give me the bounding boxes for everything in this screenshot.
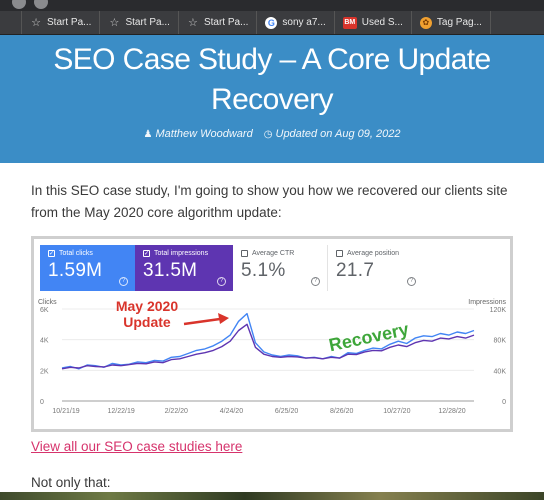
right-tick-label: 0	[502, 399, 506, 406]
user-icon: ♟	[143, 129, 153, 140]
bookmark-start-page-1[interactable]: ☆ Start Pa...	[22, 11, 101, 34]
intro-paragraph: In this SEO case study, I'm going to sho…	[31, 183, 508, 220]
forward-icon[interactable]	[34, 0, 48, 9]
metric-card-position: Average position 21.7 ?	[328, 245, 423, 291]
star-icon: ☆	[31, 16, 41, 29]
annotation-label: May 2020	[116, 298, 178, 314]
metric-label: Average position	[347, 250, 400, 257]
page-title: SEO Case Study – A Core Update Recovery	[53, 43, 491, 116]
metric-card-clicks: ✓ Total clicks 1.59M ?	[40, 245, 135, 291]
performance-plot: Clicks Impressions 6K 120K 4K 80K 2K 40K 0 0 10/…	[34, 297, 510, 429]
metric-card-ctr: Average CTR 5.1% ?	[233, 245, 328, 291]
metric-card-impressions: ✓ Total impressions 31.5M ?	[135, 245, 233, 291]
star-icon: ☆	[109, 16, 120, 29]
bookmark-used[interactable]: BM Used S...	[335, 11, 412, 34]
post-meta: ♟ Matthew Woodward ◷ Updated on Aug 09, 20…	[0, 128, 544, 140]
bookmark-label: Start Pa...	[203, 17, 249, 28]
metric-label: Average CTR	[252, 250, 295, 257]
bookmark-label: Start Pa...	[125, 17, 170, 28]
browser-toolbar	[0, 0, 544, 11]
checkbox-icon: ✓	[143, 250, 150, 257]
right-tick-label: 120K	[490, 307, 507, 314]
x-tick-label: 6/25/20	[275, 408, 298, 415]
checkbox-icon: ✓	[48, 250, 55, 257]
x-tick-label: 12/28/20	[438, 408, 465, 415]
hero-banner: SEO Case Study – A Core Update Recovery …	[0, 35, 544, 163]
right-tick-label: 80K	[494, 338, 507, 345]
metric-value: 21.7	[336, 260, 375, 281]
x-tick-label: 4/24/20	[220, 408, 243, 415]
bookmark-partial[interactable]	[0, 11, 22, 34]
updated-date: Updated on Aug 09, 2022	[275, 128, 401, 140]
metric-label: Total impressions	[154, 250, 209, 257]
left-tick-label: 2K	[40, 368, 49, 375]
clock-icon: ◷	[263, 129, 273, 140]
bookmark-label: Used S...	[361, 17, 403, 28]
help-icon: ?	[311, 277, 320, 286]
left-tick-label: 0	[40, 399, 44, 406]
back-icon[interactable]	[12, 0, 26, 9]
bm-logo-icon: BM	[342, 16, 357, 29]
metric-value: 1.59M	[48, 260, 103, 281]
bookmarks-bar: ☆ Start Pa... ☆ Start Pa... ☆ Start Pa... G…	[0, 11, 544, 35]
x-tick-label: 10/27/20	[383, 408, 410, 415]
note-paragraph: Not only that:	[31, 475, 111, 490]
photo-strip	[0, 492, 544, 500]
metric-label: Total clicks	[59, 250, 93, 257]
left-tick-label: 4K	[40, 338, 49, 345]
annotation-arrow-shaft	[183, 317, 221, 326]
checkbox-icon	[336, 250, 343, 257]
chart-svg: 6K 120K 4K 80K 2K 40K 0 0 10/21/19 12/22/19 2/22/2…	[40, 298, 507, 415]
metric-cards: ✓ Total clicks 1.59M ? ✓ Total impressions…	[40, 245, 435, 291]
help-icon: ?	[217, 277, 226, 286]
x-tick-label: 10/21/19	[52, 408, 79, 415]
left-axis-title: Clicks	[38, 299, 57, 306]
bookmark-start-page-3[interactable]: ☆ Start Pa...	[179, 11, 258, 34]
tag-icon: ✿	[419, 16, 432, 29]
metric-value: 31.5M	[143, 260, 198, 281]
author-name[interactable]: Matthew Woodward	[155, 128, 253, 140]
right-axis-title: Impressions	[468, 299, 506, 306]
help-icon: ?	[119, 277, 128, 286]
x-tick-label: 12/22/19	[108, 408, 135, 415]
metric-value: 5.1%	[241, 260, 286, 281]
bookmark-tag-page[interactable]: ✿ Tag Pag...	[412, 11, 491, 34]
checkbox-icon	[241, 250, 248, 257]
bookmark-start-page-2[interactable]: ☆ Start Pa...	[100, 11, 179, 34]
series-line-total-impressions	[61, 323, 475, 370]
x-tick-label: 8/26/20	[330, 408, 353, 415]
bookmark-label: Start Pa...	[47, 17, 92, 28]
x-tick-label: 2/22/20	[165, 408, 188, 415]
google-icon: G	[265, 16, 278, 29]
bookmark-label: sony a7...	[282, 17, 326, 28]
case-studies-link[interactable]: View all our SEO case studies here	[31, 439, 243, 454]
annotation-label: Update	[123, 314, 171, 330]
search-console-chart: ✓ Total clicks 1.59M ? ✓ Total impressions…	[31, 236, 513, 432]
help-icon: ?	[407, 277, 416, 286]
annotation-arrow-head	[218, 313, 229, 324]
left-tick-label: 6K	[40, 307, 49, 314]
star-icon: ☆	[188, 16, 198, 29]
bookmark-label: Tag Pag...	[436, 17, 482, 28]
right-tick-label: 40K	[494, 368, 507, 375]
